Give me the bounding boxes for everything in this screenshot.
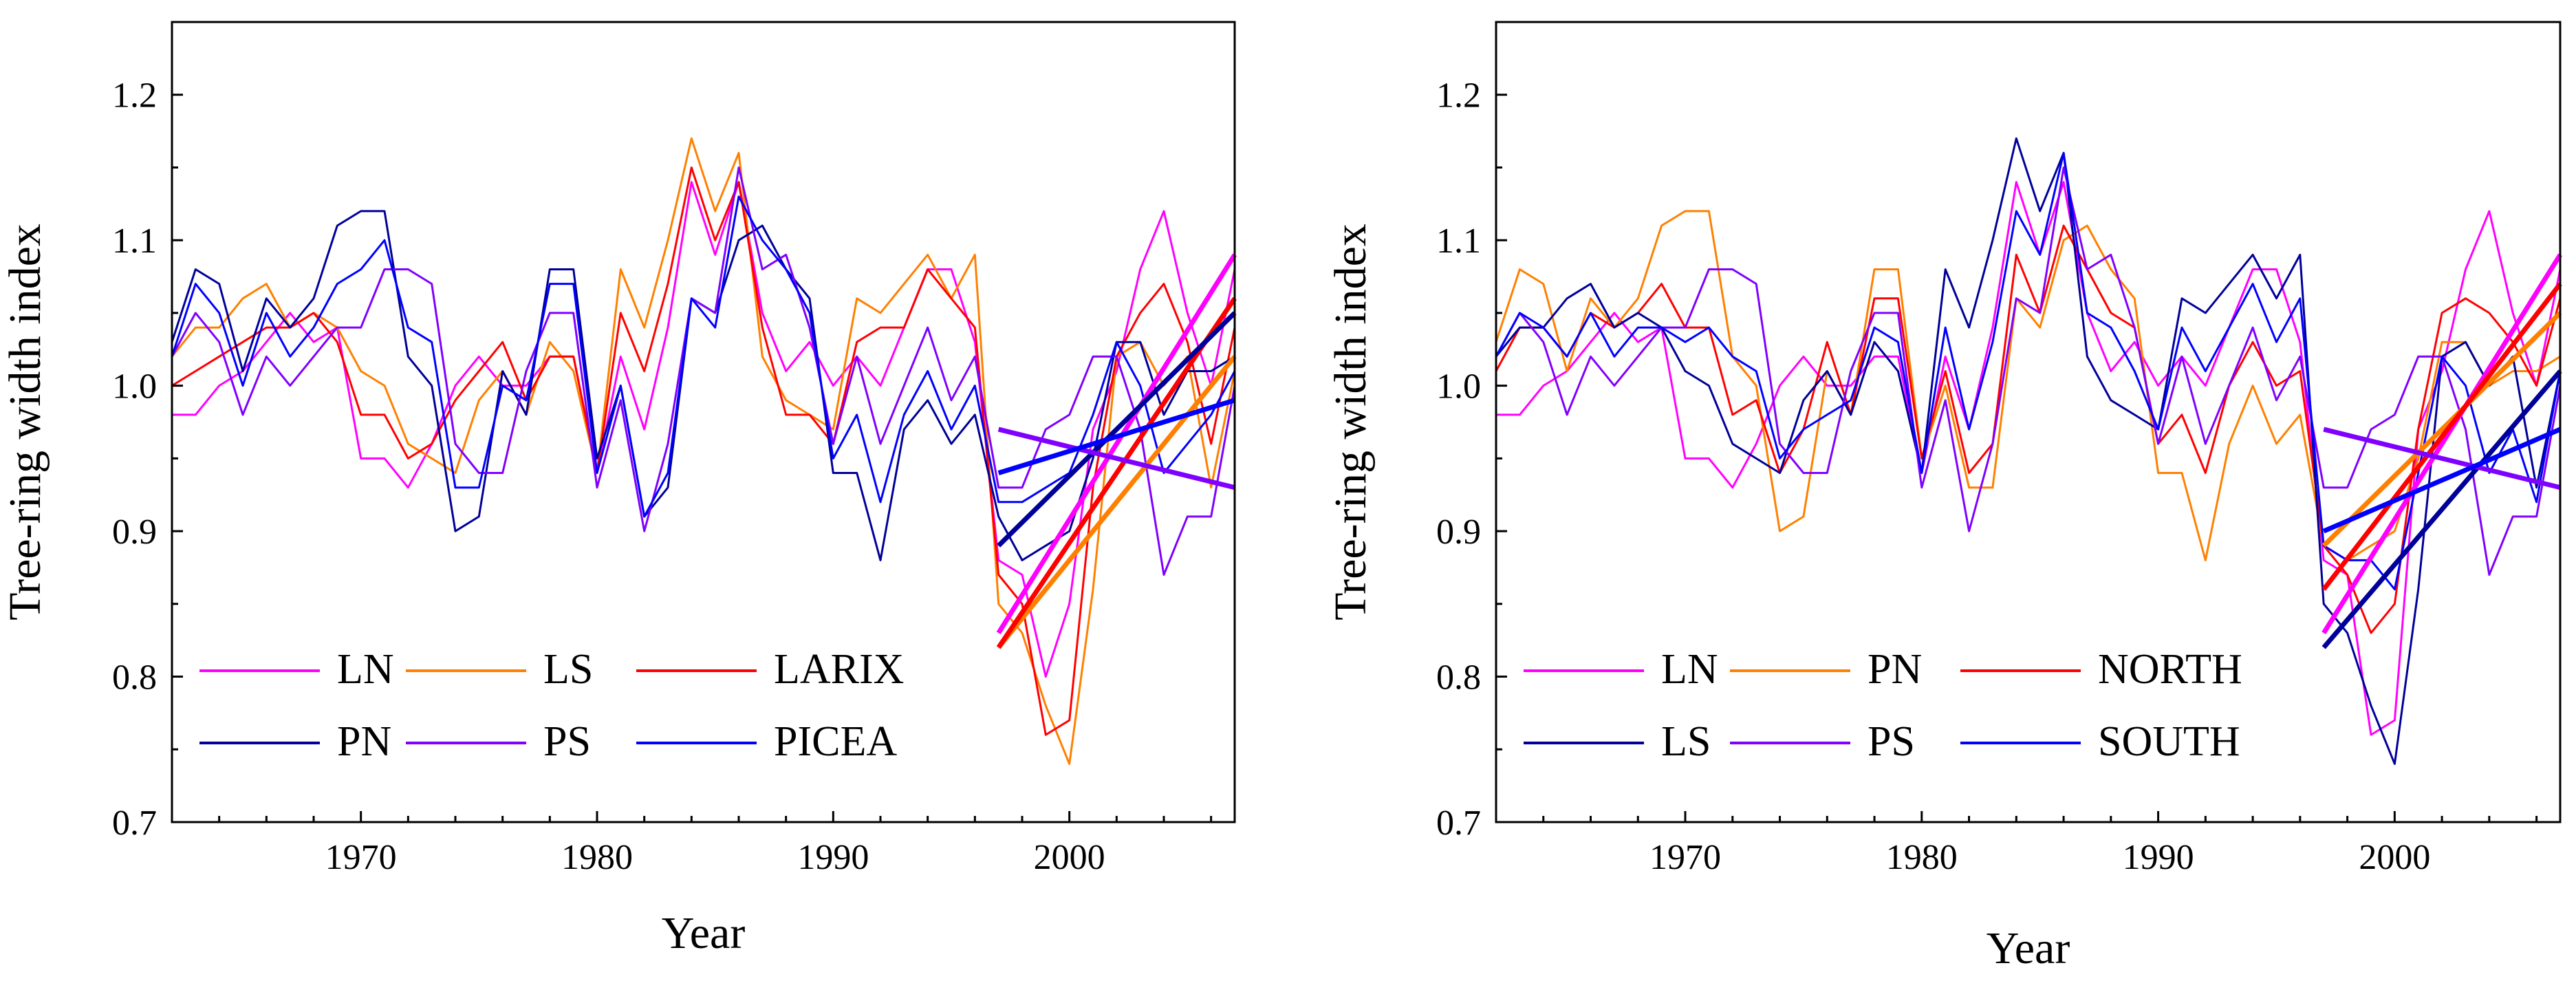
y-tick-label: 0.8 xyxy=(112,658,157,698)
right-chart-panel: 0.7 0.8 0.9 1.0 1.1 1.2 1970 1980 1990 2000 Year Tr… xyxy=(1325,21,2562,973)
series-line-ps xyxy=(1495,166,2562,576)
x-axis-title: Year xyxy=(662,908,746,958)
y-tick-label: 0.7 xyxy=(1436,804,1481,843)
trend-line-larix xyxy=(996,297,1237,649)
y-tick-label: 1.2 xyxy=(112,76,157,116)
plot-frame xyxy=(171,21,1236,823)
legend-label-south: SOUTH xyxy=(2098,718,2240,765)
series-line-ps xyxy=(171,166,1236,576)
legend-label-larix: LARIX xyxy=(774,646,904,693)
series-line-ln xyxy=(1496,181,2562,736)
y-axis-title: Tree-ring width index xyxy=(1325,224,1376,621)
legend-label-pn: PN xyxy=(337,718,391,765)
legend-label-north: NORTH xyxy=(2098,646,2242,693)
series-line-ls xyxy=(171,137,1236,765)
legend-label-ln: LN xyxy=(337,646,394,693)
x-tick-label: 1980 xyxy=(561,838,633,877)
legend-label-ln: LN xyxy=(1661,646,1718,693)
trend-line-pn xyxy=(997,311,1237,548)
y-tick-label: 1.1 xyxy=(1436,222,1481,261)
y-tick-label: 1.2 xyxy=(1436,76,1481,116)
y-tick-label: 0.9 xyxy=(1436,513,1481,552)
plot-frame xyxy=(1495,21,2562,823)
x-tick-label: 1970 xyxy=(1649,838,1721,877)
y-tick-label: 0.7 xyxy=(112,804,157,843)
trend-line-ln xyxy=(996,253,1237,634)
trend-line-pn xyxy=(2321,311,2562,548)
trend-line-ps xyxy=(997,427,1235,491)
x-tick-label: 2000 xyxy=(2359,838,2430,877)
legend-label-ls: LS xyxy=(543,646,593,693)
y-tick-label: 0.9 xyxy=(112,513,157,552)
trend-line-ps xyxy=(2323,427,2561,491)
y-axis-title: Tree-ring width index xyxy=(0,224,50,621)
y-tick-label: 1.0 xyxy=(112,367,157,407)
y-tick-label: 0.8 xyxy=(1436,658,1481,698)
x-tick-label: 1990 xyxy=(797,838,869,877)
x-tick-label: 1990 xyxy=(2123,838,2194,877)
legend-label-ps: PS xyxy=(1868,718,1915,765)
trend-line-south xyxy=(2322,427,2562,534)
series-line-picea xyxy=(171,195,1236,518)
legend-label-ls: LS xyxy=(1661,718,1711,765)
y-tick-label: 1.1 xyxy=(112,222,157,261)
x-tick-label: 1970 xyxy=(325,838,397,877)
series-line-larix xyxy=(171,166,1236,736)
series-line-north xyxy=(1495,224,2562,634)
x-axis-title: Year xyxy=(1987,923,2070,973)
left-chart-panel: 0.7 0.8 0.9 1.0 1.1 1.2 1970 1980 1990 2000 Year Tr… xyxy=(0,21,1237,958)
legend-label-ps: PS xyxy=(543,718,591,765)
series-line-ls xyxy=(1495,137,2562,765)
legend-label-picea: PICEA xyxy=(774,718,897,765)
trend-line-ln xyxy=(2321,253,2562,634)
trend-line-ls xyxy=(996,355,1237,649)
y-tick-label: 1.0 xyxy=(1436,367,1481,407)
trend-line-north xyxy=(2321,282,2562,591)
trend-line-picea xyxy=(997,398,1236,475)
series-line-ln xyxy=(172,181,1236,678)
legend-label-pn: PN xyxy=(1868,646,1922,693)
x-tick-label: 2000 xyxy=(1034,838,1105,877)
x-tick-label: 1980 xyxy=(1886,838,1958,877)
trend-line-ls xyxy=(2321,369,2562,649)
